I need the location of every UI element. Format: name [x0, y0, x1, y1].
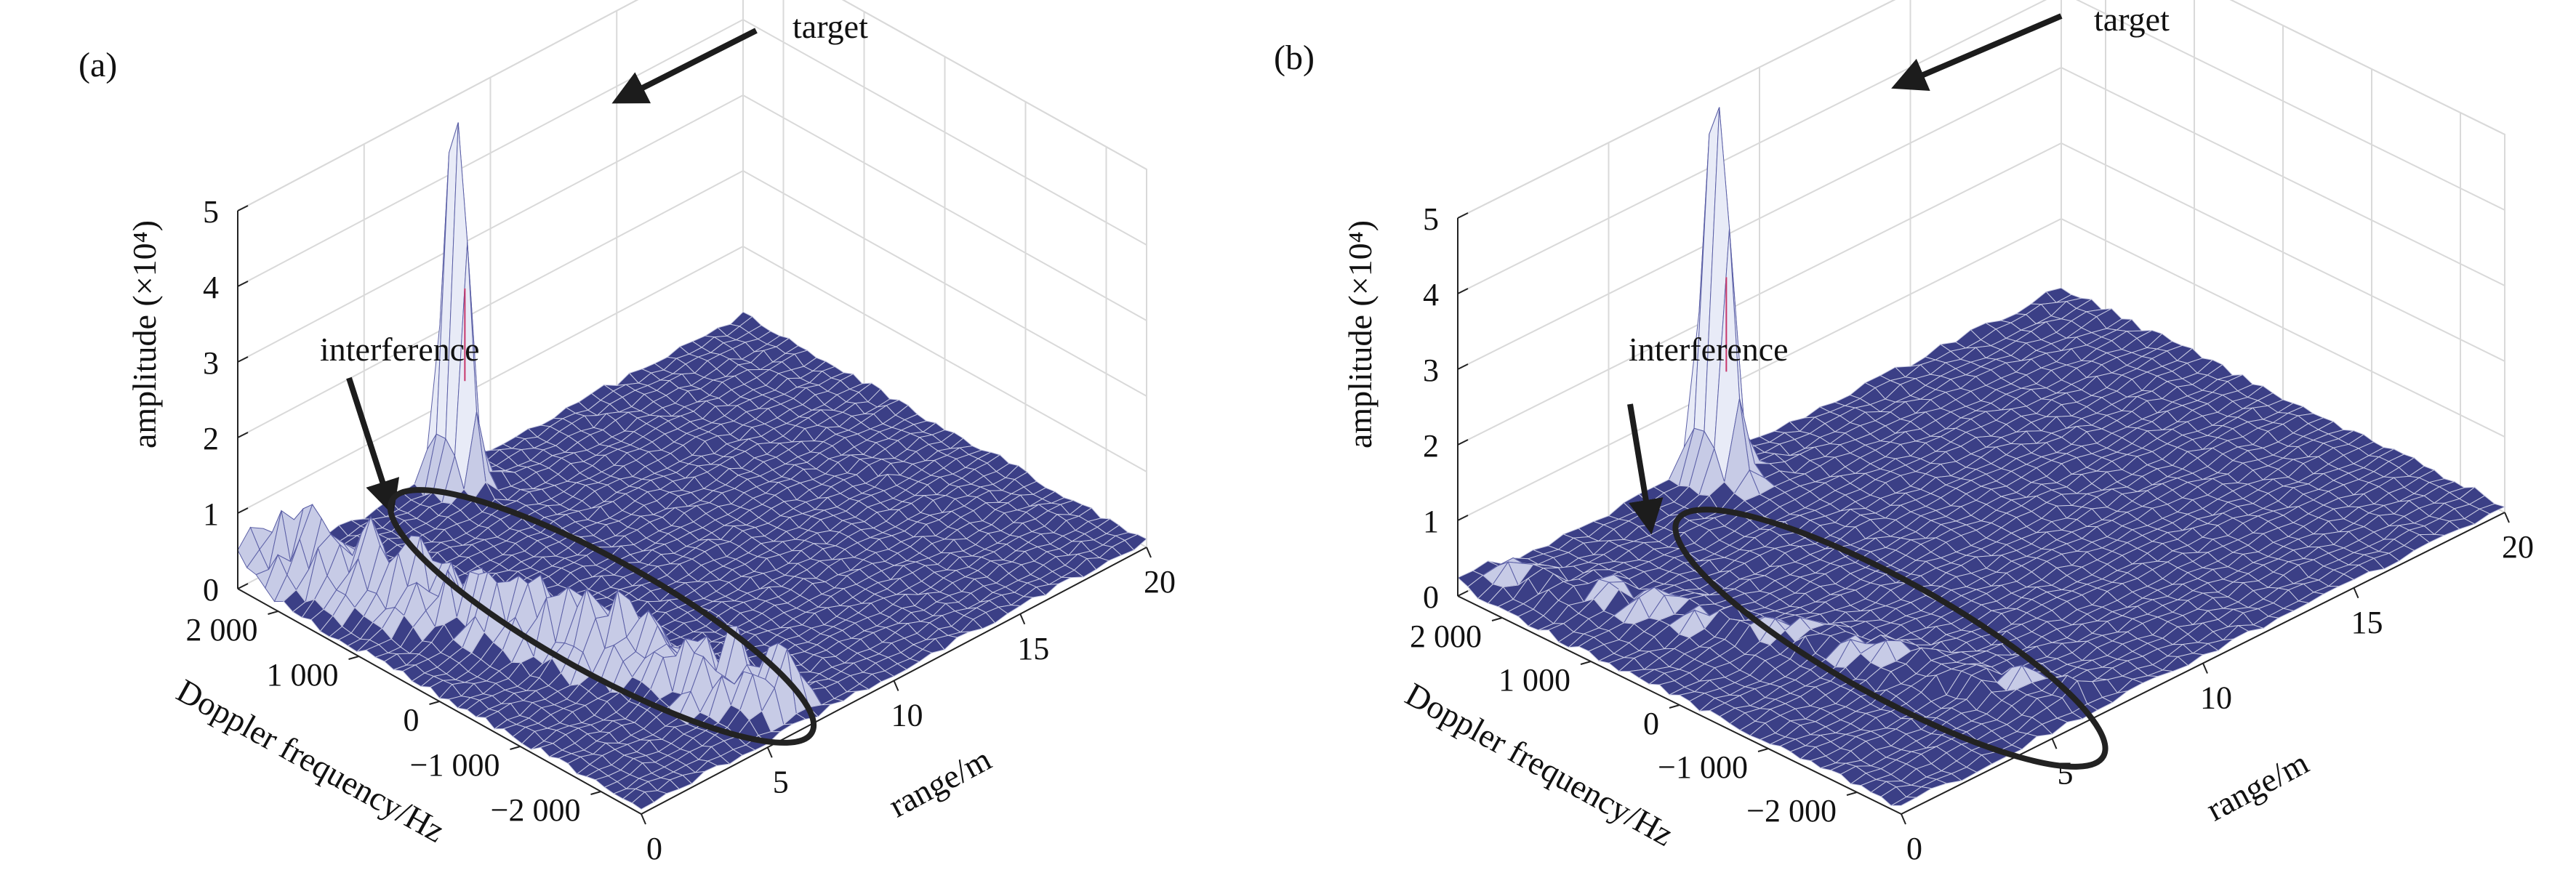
z-tick-label: 4 — [1423, 277, 1439, 313]
panel-a-xlabel: range/m — [883, 740, 997, 824]
x-tick-label: 5 — [773, 764, 789, 800]
panel-b-target-arrow — [1891, 13, 2063, 92]
z-tick-label: 5 — [1423, 201, 1439, 237]
z-tick-label: 0 — [203, 572, 219, 608]
y-tick — [348, 656, 359, 660]
x-tick — [2202, 663, 2208, 674]
panel-a-target-annotation: target — [793, 8, 868, 45]
x-tick — [2353, 587, 2359, 599]
y-tick-label: 1 000 — [1498, 662, 1570, 698]
z-tick — [237, 583, 249, 589]
y-tick-label: −1 000 — [410, 747, 500, 783]
x-tick-label: 10 — [2200, 680, 2232, 716]
panel-b: 0 1 2 3 4 5 2 000 1 000 0 −1 000 −2 000 0 5 10 15 20 (b… — [1274, 0, 2534, 866]
y-tick-label: 1 000 — [267, 657, 339, 693]
x-tick-label: 5 — [2058, 755, 2074, 791]
panel-b-ticks: 0 1 2 3 4 5 2 000 1 000 0 −1 000 −2 000 0 5 10 15 20 — [1410, 201, 2534, 866]
x-tick-label: 15 — [1017, 631, 1049, 666]
panel-b-interference-annotation: interference — [1629, 331, 1789, 368]
panel-b-interference-ellipse — [1672, 507, 2108, 770]
y-tick — [1491, 617, 1503, 621]
grid-line-z-5 — [237, 0, 1147, 212]
z-tick-label: 2 — [1423, 428, 1439, 464]
x-tick-label: 15 — [2351, 605, 2383, 640]
y-tick — [590, 791, 601, 795]
grid-line-z-3 — [1457, 66, 2505, 370]
z-tick-label: 3 — [1423, 353, 1439, 388]
z-tick — [237, 281, 249, 287]
x-tick-label: 20 — [1144, 564, 1176, 600]
panel-b-ylabel: Doppler frequency/Hz — [1400, 675, 1680, 853]
x-tick-label: 0 — [646, 831, 662, 866]
surface-cell — [1890, 796, 1918, 806]
y-tick — [1580, 661, 1592, 665]
panel-a-ylabel: Doppler frequency/Hz — [171, 672, 452, 850]
x-tick — [1146, 547, 1152, 558]
y-tick — [268, 611, 278, 615]
z-tick — [237, 356, 249, 363]
z-tick — [1457, 439, 1469, 446]
panel-b-surface — [1457, 107, 2506, 807]
panel-a-interference-arrow — [346, 376, 400, 516]
y-tick-label: 2 000 — [186, 612, 258, 648]
panel-a-zlabel: amplitude (×10⁴) — [126, 220, 163, 448]
x-tick-label: 10 — [891, 698, 923, 733]
panel-b-xlabel: range/m — [2200, 744, 2314, 828]
z-tick-label: 1 — [1423, 504, 1439, 539]
x-tick — [893, 680, 899, 691]
z-tick — [1457, 515, 1469, 521]
panel-a-interference-annotation: interference — [320, 331, 480, 368]
y-tick — [1757, 748, 1769, 752]
panel-a-interference-ellipse — [387, 487, 817, 746]
panel-a-target-arrow — [611, 28, 758, 104]
panel-a-grid — [237, 0, 1147, 589]
y-tick — [510, 746, 521, 750]
y-tick — [1846, 792, 1858, 796]
y-tick-label: 0 — [1643, 706, 1659, 741]
panel-b-target-annotation: target — [2094, 1, 2170, 38]
x-tick — [2051, 738, 2058, 749]
grid-line-z-4 — [1457, 0, 2505, 294]
x-tick-label: 0 — [1906, 831, 1922, 866]
z-tick — [1457, 590, 1469, 597]
z-tick-label: 2 — [203, 421, 219, 456]
surface-cell — [631, 791, 655, 810]
z-tick-label: 3 — [203, 345, 219, 381]
panel-b-zlabel: amplitude (×10⁴) — [1341, 220, 1379, 448]
y-tick-label: 0 — [404, 702, 420, 738]
panel-a-label: (a) — [79, 46, 117, 84]
x-tick — [2504, 512, 2510, 523]
panel-a-surface — [237, 122, 1147, 810]
panel-b-label: (b) — [1274, 39, 1315, 77]
y-tick — [1669, 704, 1680, 709]
z-tick-label: 4 — [203, 270, 219, 305]
z-tick-label: 1 — [203, 496, 219, 532]
x-tick — [766, 746, 773, 758]
y-tick — [429, 701, 440, 705]
y-tick-label: −2 000 — [1746, 793, 1837, 829]
z-tick — [237, 205, 249, 212]
x-tick — [1901, 813, 1906, 825]
z-tick — [237, 432, 249, 438]
y-tick-label: −1 000 — [1658, 749, 1748, 785]
z-tick — [237, 507, 249, 514]
x-tick — [641, 813, 646, 825]
z-tick — [1457, 363, 1469, 370]
y-tick-label: 2 000 — [1410, 619, 1482, 654]
x-tick — [1019, 613, 1026, 625]
z-tick — [1457, 288, 1469, 294]
z-tick-label: 5 — [203, 194, 219, 230]
x-tick-label: 20 — [2502, 529, 2534, 565]
grid-line-z-3 — [237, 94, 1147, 363]
y-tick-label: −2 000 — [491, 792, 581, 828]
z-tick-label: 0 — [1423, 579, 1439, 615]
panel-b-interference-arrow — [1627, 403, 1664, 535]
z-tick — [1457, 212, 1469, 219]
